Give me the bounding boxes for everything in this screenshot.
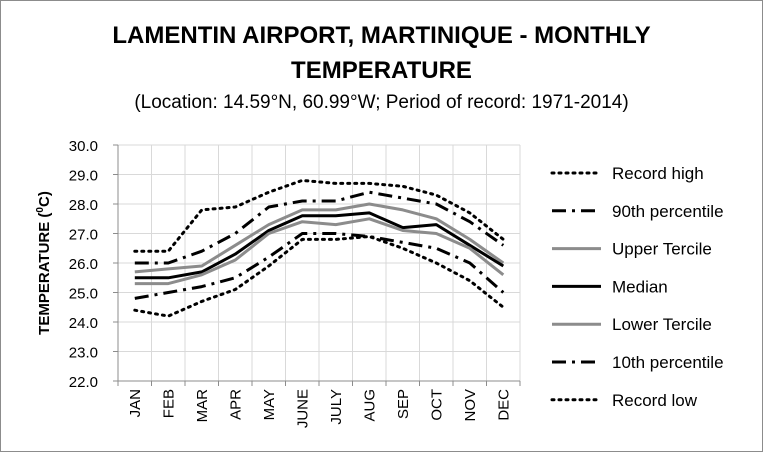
y-axis-label: TEMPERATURE (0C) bbox=[35, 191, 53, 335]
x-tick-label: AUG bbox=[361, 389, 378, 422]
x-tick-label: MAY bbox=[261, 389, 278, 420]
x-tick-label: JULY bbox=[328, 389, 345, 425]
y-tick-label: 30.0 bbox=[69, 138, 98, 155]
x-tick-label: OCT bbox=[428, 389, 445, 421]
chart-title-line-1: LAMENTIN AIRPORT, MARTINIQUE - MONTHLY bbox=[112, 22, 651, 49]
x-tick-labels: JAN FEB MAR APR MAY JUNE JULY AUG SEP OCT NOV DEC bbox=[127, 389, 513, 428]
series-line bbox=[134, 211, 505, 280]
series-line bbox=[133, 235, 505, 318]
x-tick-label: APR bbox=[227, 389, 244, 420]
legend-label: Record high bbox=[612, 164, 704, 183]
y-tick-label: 24.0 bbox=[69, 315, 98, 332]
x-tick-label: MAR bbox=[194, 389, 211, 423]
legend: Record high 90th percentile Upper Tercile M… bbox=[550, 164, 724, 410]
series-line bbox=[134, 202, 505, 274]
y-tick-label: 22.0 bbox=[69, 374, 98, 391]
axes bbox=[113, 144, 521, 386]
x-tick-label: DEC bbox=[495, 389, 512, 421]
series-line bbox=[134, 232, 505, 300]
legend-label: 10th percentile bbox=[612, 353, 724, 372]
legend-label: Median bbox=[612, 277, 668, 296]
y-axis-label-superscript: 0 bbox=[35, 207, 46, 213]
x-tick-label: SEP bbox=[395, 389, 412, 419]
y-tick-label: 27.0 bbox=[69, 227, 98, 244]
x-tick-label: FEB bbox=[160, 389, 177, 418]
y-tick-label: 26.0 bbox=[69, 256, 98, 273]
series-lines bbox=[133, 178, 505, 318]
series-line bbox=[134, 217, 505, 286]
y-tick-label: 25.0 bbox=[69, 286, 98, 303]
y-tick-label: 29.0 bbox=[69, 168, 98, 185]
series-line bbox=[134, 190, 505, 265]
y-axis-label-main: TEMPERATURE ( bbox=[36, 213, 53, 335]
x-tick-label: NOV bbox=[462, 389, 479, 422]
y-tick-label: 23.0 bbox=[69, 345, 98, 362]
y-axis-label-end: C) bbox=[36, 191, 53, 207]
legend-label: 90th percentile bbox=[612, 202, 724, 221]
grid-lines bbox=[118, 144, 521, 381]
y-tick-labels: 22.0 23.0 24.0 25.0 26.0 27.0 28.0 29.0 30.0 bbox=[69, 138, 98, 391]
legend-label: Upper Tercile bbox=[612, 240, 712, 259]
y-tick-label: 28.0 bbox=[69, 197, 98, 214]
x-tick-label: JUNE bbox=[294, 389, 311, 428]
chart-title-line-2: TEMPERATURE bbox=[291, 57, 472, 84]
series-line bbox=[133, 178, 505, 253]
x-tick-label: JAN bbox=[127, 389, 144, 417]
chart-subtitle: (Location: 14.59°N, 60.99°W; Period of r… bbox=[134, 92, 629, 113]
legend-label: Record low bbox=[612, 391, 698, 410]
legend-label: Lower Tercile bbox=[612, 315, 712, 334]
